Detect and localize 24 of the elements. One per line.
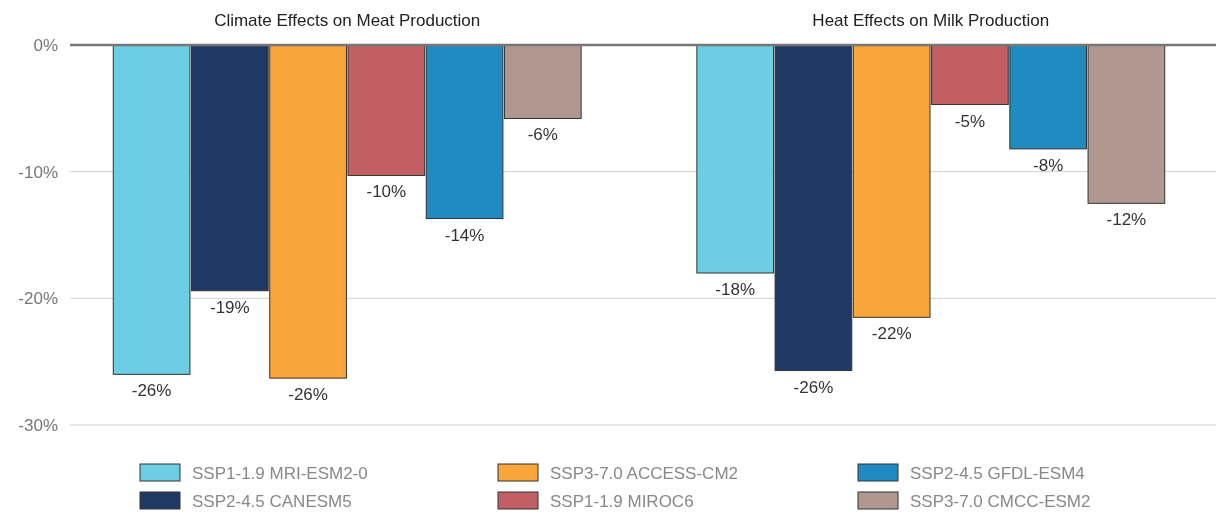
legend-label: SSP3-7.0 CMCC-ESM2 <box>910 492 1091 511</box>
legend-label: SSP2-4.5 GFDL-ESM4 <box>910 464 1085 483</box>
data-label: -10% <box>366 182 407 202</box>
data-label: -19% <box>210 297 250 317</box>
data-label: -18% <box>715 280 756 299</box>
data-label: -8% <box>1033 155 1064 175</box>
data-label: -26% <box>288 385 328 405</box>
y-tick-label: -30% <box>18 415 58 435</box>
legend-label: SSP1-1.9 MIROC6 <box>550 492 694 511</box>
data-label: -14% <box>444 225 485 245</box>
legend-label: SSP1-1.9 MRI-ESM2-0 <box>192 464 368 483</box>
x-tick-label: Heat Effects on Milk Production <box>812 11 1050 30</box>
data-label: -26% <box>793 377 834 397</box>
data-label: -5% <box>954 111 986 131</box>
data-label: -6% <box>527 125 558 145</box>
y-tick-label: -10% <box>18 162 58 182</box>
y-tick-label: 0% <box>33 35 58 55</box>
y-tick-label: -20% <box>18 289 58 309</box>
x-tick-label: Climate Effects on Meat Production <box>214 11 481 30</box>
data-label: -22% <box>871 324 912 344</box>
data-label: -26% <box>131 381 172 401</box>
legend-label: SSP2-4.5 CANESM5 <box>192 492 352 511</box>
legend-label: SSP3-7.0 ACCESS-CM2 <box>550 464 739 483</box>
data-label: -12% <box>1106 210 1147 230</box>
